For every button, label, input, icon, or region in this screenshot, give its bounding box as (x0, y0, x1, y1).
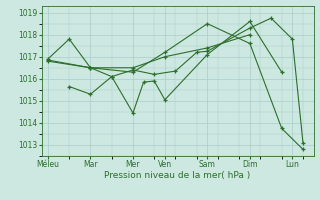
X-axis label: Pression niveau de la mer( hPa ): Pression niveau de la mer( hPa ) (104, 171, 251, 180)
